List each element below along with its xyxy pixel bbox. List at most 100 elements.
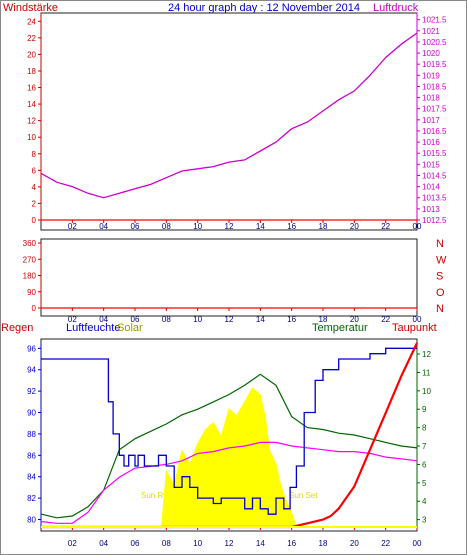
humidity-panel-right-tick-label: 12: [422, 350, 431, 359]
series-taupunkt-line: [40, 441, 418, 524]
annotation-sun-set: Sun Set: [289, 491, 318, 500]
humidity-panel-left-tick-label: 86: [27, 451, 36, 460]
pressure-panel-right-tick-label: 1021.5: [422, 16, 447, 25]
direction-panel-x-tick-label: 12: [225, 315, 234, 324]
humidity-panel-left-tick-label: 92: [27, 387, 36, 396]
humidity-panel-right-tick-label: 11: [422, 368, 431, 377]
humidity-panel-x-tick-label: 22: [381, 539, 390, 548]
pressure-panel-right-tick-label: 1016: [422, 138, 440, 147]
pressure-panel-left-tick-label: 20: [27, 50, 36, 59]
header-right-label: Luftdruck: [373, 2, 419, 14]
pressure-panel-left-tick-label: 8: [32, 150, 37, 159]
direction-panel-compass-label: N: [436, 303, 444, 315]
humidity-panel-left-tick-label: 82: [27, 494, 36, 503]
pressure-panel-left-tick-label: 6: [32, 166, 37, 175]
humidity-panel-x-tick-label: 04: [99, 539, 108, 548]
direction-panel-left-tick-label: 180: [23, 272, 37, 281]
humidity-panel-left-tick-label: 80: [27, 516, 36, 525]
direction-panel-x-tick-label: 18: [319, 315, 328, 324]
direction-panel-left-tick-label: 90: [27, 288, 36, 297]
humidity-panel-x-tick-label: 06: [131, 539, 140, 548]
humidity-panel-left-tick-label: 90: [27, 409, 36, 418]
direction-panel-x-tick-label: 20: [350, 315, 359, 324]
series-solar-area: [161, 387, 298, 528]
humidity-panel-left-tick-label: 88: [27, 430, 36, 439]
label-dewpoint: Taupunkt: [392, 322, 437, 334]
direction-panel-left-tick-label: 360: [23, 239, 37, 248]
direction-panel-left-tick-label: 270: [23, 255, 37, 264]
pressure-panel-right-tick-label: 1018.5: [422, 82, 447, 91]
pressure-panel-x-tick-label: 00: [413, 222, 422, 231]
humidity-panel-right-tick-label: 7: [422, 442, 427, 451]
pressure-panel-left-tick-label: 4: [32, 183, 37, 192]
pressure-panel-left-tick-label: 2: [32, 199, 37, 208]
humidity-panel-left-tick-label: 94: [27, 366, 36, 375]
direction-panel-x-tick-label: 14: [256, 315, 265, 324]
pressure-panel-left-tick-label: 10: [27, 133, 36, 142]
humidity-panel-x-tick-label: 20: [350, 539, 359, 548]
humidity-panel-right-tick-label: 9: [422, 405, 427, 414]
pressure-panel-right-tick-label: 1015.5: [422, 149, 447, 158]
humidity-panel-x-tick-label: 00: [413, 539, 422, 548]
pressure-panel-x-tick-label: 10: [193, 222, 202, 231]
label-humidity: Luftfeuchte: [66, 322, 120, 334]
pressure-panel-x-tick-label: 20: [350, 222, 359, 231]
pressure-panel-right-tick-label: 1020: [422, 49, 440, 58]
direction-panel-x-tick-label: 08: [162, 315, 171, 324]
direction-panel-compass-label: O: [436, 287, 445, 299]
humidity-panel-x-tick-label: 02: [68, 539, 77, 548]
humidity-panel-x-tick-label: 18: [319, 539, 328, 548]
direction-panel-x-tick-label: 04: [99, 315, 108, 324]
pressure-panel-x-tick-label: 18: [319, 222, 328, 231]
pressure-panel-left-tick-label: 22: [27, 34, 36, 43]
humidity-panel-right-tick-label: 3: [422, 516, 427, 525]
label-rain: Regen: [1, 322, 33, 334]
pressure-panel-right-tick-label: 1012.5: [422, 216, 447, 225]
humidity-panel-x-tick-label: 10: [193, 539, 202, 548]
humidity-panel-right-tick-label: 4: [422, 497, 427, 506]
pressure-panel-right-tick-label: 1014: [422, 183, 440, 192]
pressure-panel-right-tick-label: 1021: [422, 27, 440, 36]
pressure-panel-x-tick-label: 12: [225, 222, 234, 231]
pressure-panel-right-tick-label: 1020.5: [422, 38, 447, 47]
label-solar: Solar: [117, 322, 143, 334]
direction-panel-x-tick-label: 16: [287, 315, 296, 324]
direction-panel-x-tick-label: 06: [131, 315, 140, 324]
humidity-panel-right-tick-label: 8: [422, 424, 427, 433]
direction-panel-compass-label: S: [436, 271, 443, 283]
pressure-panel-right-tick-label: 1017: [422, 116, 440, 125]
pressure-panel-x-tick-label: 04: [99, 222, 108, 231]
label-temperature: Temperatur: [312, 322, 368, 334]
humidity-panel-right-tick-label: 5: [422, 479, 427, 488]
humidity-panel-x-tick-label: 14: [256, 539, 265, 548]
series-luftfeuchte-line: [41, 347, 417, 515]
humidity-panel-x-tick-label: 08: [162, 539, 171, 548]
pressure-panel-right-tick-label: 1015: [422, 160, 440, 169]
humidity-panel-x-tick-label: 12: [225, 539, 234, 548]
humidity-panel-x-tick-label: 16: [287, 539, 296, 548]
pressure-panel-x-tick-label: 06: [131, 222, 140, 231]
humidity-panel-right-tick-label: 10: [422, 387, 431, 396]
direction-panel-x-tick-label: 02: [68, 315, 77, 324]
pressure-panel-left-tick-label: 14: [27, 100, 36, 109]
pressure-panel-left-tick-label: 0: [32, 216, 37, 225]
pressure-panel-left-tick-label: 16: [27, 84, 36, 93]
pressure-panel-x-tick-label: 22: [381, 222, 390, 231]
humidity-panel-right-tick-label: 6: [422, 460, 427, 469]
series-luftdruck-line: [40, 32, 418, 199]
pressure-panel-right-tick-label: 1018: [422, 94, 440, 103]
direction-panel-compass-label: W: [436, 254, 447, 266]
pressure-panel-right-tick-label: 1013: [422, 205, 440, 214]
humidity-panel-left-tick-label: 96: [27, 344, 36, 353]
pressure-panel-right-tick-label: 1019.5: [422, 60, 447, 69]
annotation-sun-rise: Sun Ri: [141, 491, 165, 500]
pressure-panel-x-tick-label: 16: [287, 222, 296, 231]
pressure-panel-left-tick-label: 18: [27, 67, 36, 76]
pressure-panel-left-tick-label: 12: [27, 117, 36, 126]
humidity-panel-left-tick-label: 84: [27, 473, 36, 482]
pressure-panel-right-tick-label: 1016.5: [422, 127, 447, 136]
pressure-panel-left-tick-label: 24: [27, 17, 36, 26]
header-title: 24 hour graph day : 12 November 2014: [168, 2, 360, 14]
